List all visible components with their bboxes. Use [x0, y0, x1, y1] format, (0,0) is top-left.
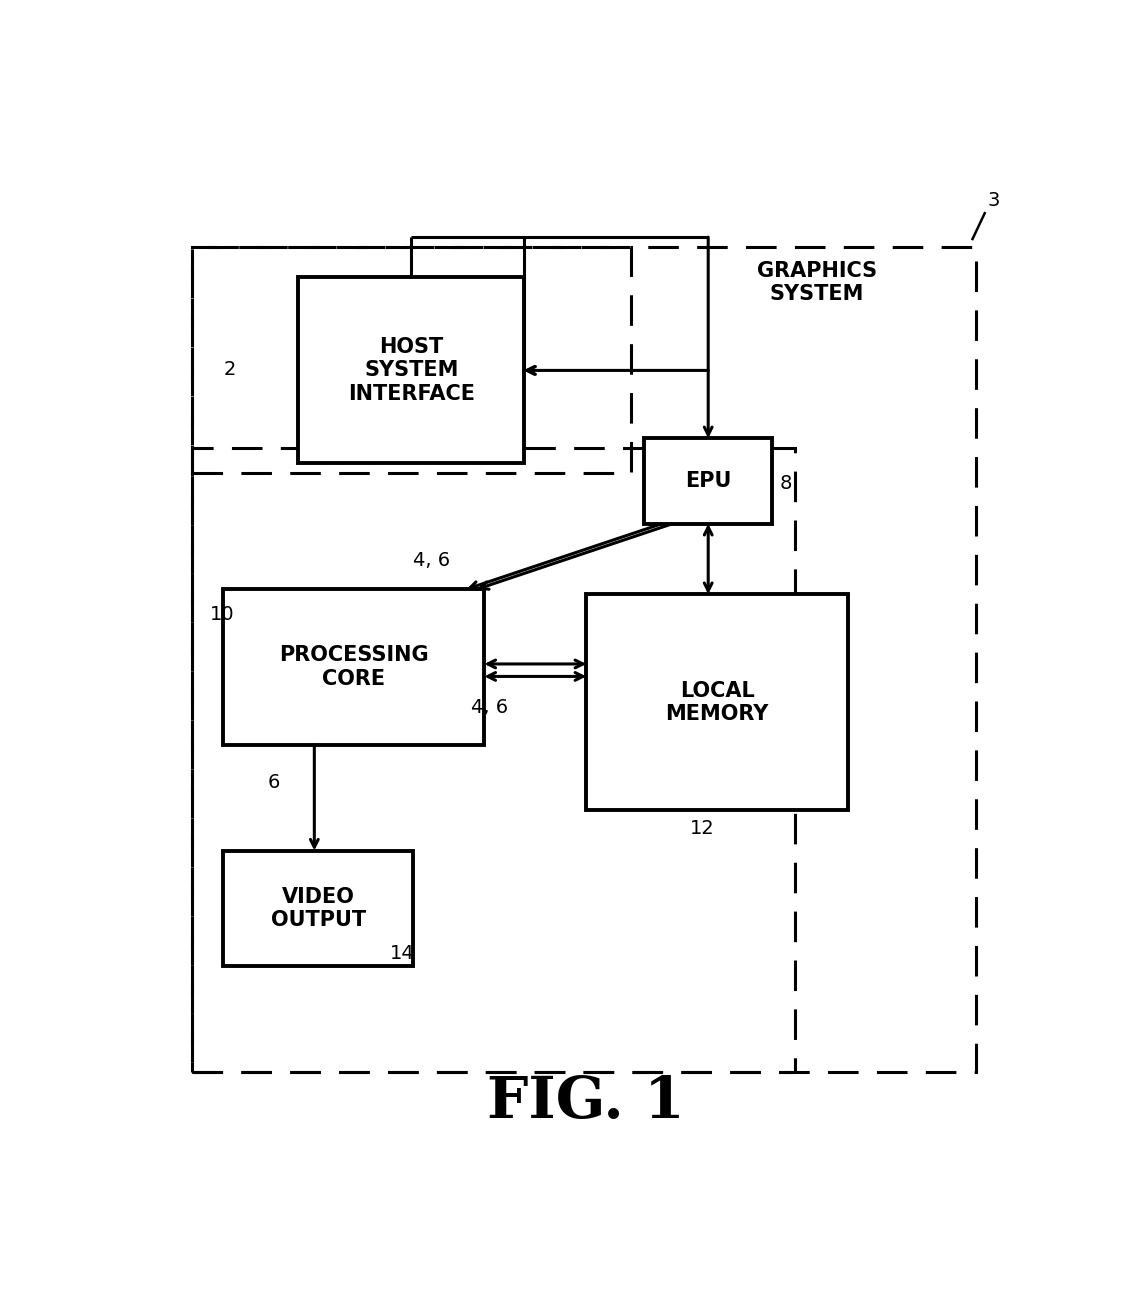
Bar: [192, 247, 977, 1072]
Text: 3: 3: [988, 191, 1000, 210]
Text: GRAPHICS
SYSTEM: GRAPHICS SYSTEM: [756, 261, 877, 304]
Bar: [223, 850, 413, 966]
Bar: [587, 594, 848, 810]
Text: LOCAL
MEMORY: LOCAL MEMORY: [666, 680, 769, 724]
Text: 10: 10: [209, 605, 235, 624]
Text: 4, 6: 4, 6: [413, 551, 451, 571]
Text: HOST
SYSTEM
INTERFACE: HOST SYSTEM INTERFACE: [348, 337, 475, 404]
Text: 6: 6: [268, 773, 280, 791]
Text: 2: 2: [224, 360, 236, 380]
Bar: [299, 277, 524, 464]
Text: VIDEO
OUTPUT: VIDEO OUTPUT: [270, 887, 366, 930]
Text: 4, 6: 4, 6: [471, 699, 508, 717]
Text: 8: 8: [779, 474, 792, 494]
Bar: [223, 589, 484, 744]
Text: FIG. 1: FIG. 1: [487, 1074, 685, 1130]
Text: 14: 14: [389, 944, 414, 963]
Text: EPU: EPU: [685, 471, 731, 491]
Bar: [192, 448, 795, 1072]
Text: PROCESSING
CORE: PROCESSING CORE: [279, 645, 428, 688]
Bar: [192, 247, 630, 474]
Text: 12: 12: [690, 819, 715, 838]
Bar: [644, 439, 772, 524]
